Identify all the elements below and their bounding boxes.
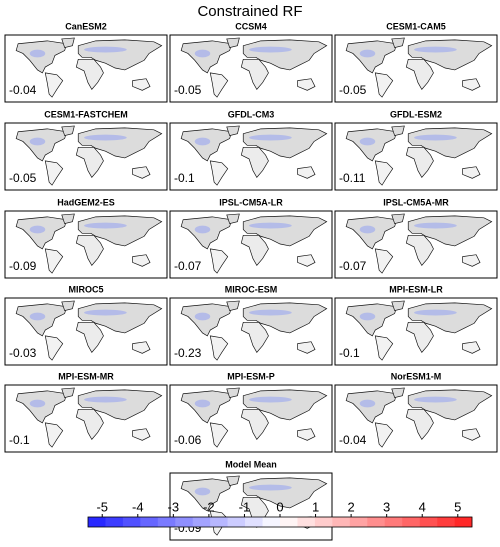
panel-value: -0.09 bbox=[9, 259, 37, 273]
panel-value: -0.23 bbox=[174, 346, 202, 360]
map-panel: CanESM2 -0.04 bbox=[4, 21, 168, 103]
map-panel: GFDL-CM3 -0.1 bbox=[169, 109, 333, 191]
colorbar-bin bbox=[280, 517, 298, 527]
panel-value: -0.11 bbox=[339, 171, 366, 185]
panels: CanESM2-0.04CCSM4-0.05CESM1-CAM5-0.05CES… bbox=[4, 21, 498, 541]
colorbar-tick-label: 0 bbox=[276, 499, 283, 514]
map-panel: NorESM1-M -0.04 bbox=[334, 371, 498, 453]
panel-value: -0.07 bbox=[339, 259, 367, 273]
panel-title: IPSL-CM5A-MR bbox=[383, 197, 449, 207]
panel-title: CCSM4 bbox=[235, 21, 267, 31]
map-panel: MIROC5 -0.03 bbox=[4, 284, 168, 366]
map-panel: CESM1-CAM5 -0.05 bbox=[334, 21, 498, 103]
panel-value: -0.05 bbox=[9, 171, 37, 185]
map-panel: GFDL-ESM2 -0.11 bbox=[334, 109, 498, 191]
colorbar-tick-label: -4 bbox=[132, 499, 144, 514]
map-panel: MPI-ESM-P -0.06 bbox=[169, 371, 333, 453]
panel-title: HadGEM2-ES bbox=[57, 197, 115, 207]
colorbar-bin bbox=[314, 517, 333, 527]
colorbar-tick-label: -3 bbox=[168, 499, 180, 514]
map-panel: MPI-ESM-LR -0.1 bbox=[334, 284, 498, 366]
colorbar-bin bbox=[245, 517, 263, 527]
colorbar-bin bbox=[122, 517, 141, 527]
colorbar-tick-label: 5 bbox=[454, 499, 461, 514]
map-panel: CESM1-FASTCHEM -0.05 bbox=[4, 109, 168, 191]
panel-title: IPSL-CM5A-LR bbox=[219, 197, 283, 207]
colorbar-bin bbox=[332, 517, 351, 527]
colorbar-bin bbox=[384, 517, 403, 527]
panel-title: Model Mean bbox=[225, 459, 277, 469]
panel-value: -0.06 bbox=[174, 433, 202, 447]
colorbar-tick-label: -2 bbox=[203, 499, 215, 514]
map-panel: HadGEM2-ES -0.09 bbox=[4, 197, 168, 279]
colorbar-tick-label: -1 bbox=[239, 499, 251, 514]
colorbar-bin bbox=[105, 517, 124, 527]
map-panel: Model Mean-0.09 bbox=[169, 459, 333, 541]
panel-value: -0.04 bbox=[339, 433, 367, 447]
colorbar-tick-label: 3 bbox=[383, 499, 390, 514]
colorbar-bin bbox=[175, 517, 194, 527]
panel-title: MPI-ESM-MR bbox=[58, 371, 114, 381]
panel-value: -0.05 bbox=[339, 83, 367, 97]
panel-value: -0.05 bbox=[174, 83, 202, 97]
colorbar-bin bbox=[349, 517, 368, 527]
colorbar-tick-label: 2 bbox=[347, 499, 354, 514]
figure-title: Constrained RF bbox=[197, 3, 302, 20]
colorbar-bin bbox=[140, 517, 159, 527]
panel-title: CESM1-FASTCHEM bbox=[44, 109, 128, 119]
panel-value: -0.1 bbox=[9, 433, 30, 447]
panel-title: NorESM1-M bbox=[391, 371, 442, 381]
colorbar-tick-label: 4 bbox=[419, 499, 426, 514]
panel-title: MIROC5 bbox=[68, 284, 103, 294]
colorbar: -5 -4 -3 -2 -1 0 1 2 3 4 5 bbox=[87, 499, 473, 528]
panel-value: -0.07 bbox=[174, 259, 202, 273]
colorbar-bin bbox=[88, 517, 106, 527]
panel-value: -0.03 bbox=[9, 346, 37, 360]
map-panel: MIROC-ESM -0.23 bbox=[169, 284, 333, 366]
colorbar-tick-label: 1 bbox=[312, 499, 319, 514]
colorbar-bin bbox=[297, 517, 316, 527]
colorbar-bin bbox=[227, 517, 246, 527]
colorbar-bin bbox=[367, 517, 386, 527]
panel-value: -0.1 bbox=[174, 171, 195, 185]
map-panel: MPI-ESM-MR -0.1 bbox=[4, 371, 168, 453]
map-panel: IPSL-CM5A-LR -0.07 bbox=[169, 197, 333, 279]
colorbar-bin bbox=[262, 517, 281, 527]
colorbar-bin bbox=[192, 517, 211, 527]
colorbar-tick-label: -5 bbox=[96, 499, 108, 514]
colorbar-bin bbox=[157, 517, 176, 527]
colorbar-bin bbox=[454, 517, 473, 527]
panel-title: GFDL-ESM2 bbox=[390, 109, 442, 119]
panel-title: GFDL-CM3 bbox=[228, 109, 275, 119]
panel-title: CanESM2 bbox=[65, 21, 107, 31]
panel-value: -0.1 bbox=[339, 346, 360, 360]
colorbar-bin bbox=[437, 517, 455, 527]
panel-title: MPI-ESM-P bbox=[227, 371, 275, 381]
colorbar-bin bbox=[419, 517, 438, 527]
map-panel: CCSM4 -0.05 bbox=[169, 21, 333, 103]
map-panel: IPSL-CM5A-MR -0.07 bbox=[334, 197, 498, 279]
colorbar-bin bbox=[402, 517, 420, 527]
colorbar-bin bbox=[210, 517, 228, 527]
panel-title: CESM1-CAM5 bbox=[386, 21, 446, 31]
panel-title: MPI-ESM-LR bbox=[389, 284, 443, 294]
panel-title: MIROC-ESM bbox=[225, 284, 278, 294]
panel-value: -0.04 bbox=[9, 83, 37, 97]
